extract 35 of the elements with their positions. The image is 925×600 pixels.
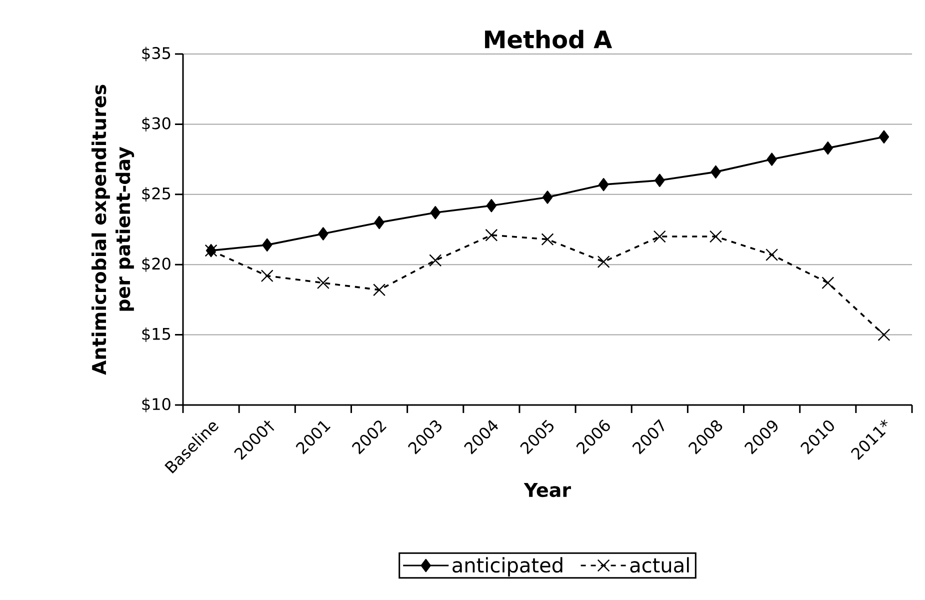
y-tick-label: $30 — [142, 116, 170, 132]
point — [709, 230, 722, 243]
point — [822, 276, 834, 290]
point — [653, 230, 666, 243]
point — [541, 233, 554, 246]
point — [822, 141, 833, 155]
point — [654, 174, 665, 187]
chart-title: Method A — [485, 30, 612, 48]
point — [373, 284, 386, 296]
y-tick-label: $15 — [142, 328, 170, 342]
point — [598, 178, 609, 192]
point — [429, 254, 442, 267]
point — [878, 328, 890, 342]
point — [430, 206, 440, 220]
point — [485, 228, 498, 242]
point — [597, 256, 610, 268]
point — [710, 165, 721, 179]
point — [318, 227, 328, 240]
y-tick-label: $20 — [142, 257, 170, 272]
y-tick-label: $25 — [142, 187, 170, 202]
x-axis-title: Year — [524, 482, 572, 498]
point — [262, 238, 272, 252]
point — [766, 248, 778, 262]
legend-label: anticipated — [452, 557, 562, 577]
point — [486, 199, 497, 212]
legend-label: actual — [630, 557, 689, 573]
y-axis-title: Antimicrobial expenditures per patient-day — [92, 84, 134, 375]
point — [542, 190, 553, 204]
y-tick-label: $35 — [142, 46, 170, 62]
point — [878, 130, 890, 144]
point — [260, 270, 274, 282]
y-tick-label: $10 — [142, 398, 170, 412]
point — [316, 276, 330, 290]
point — [766, 152, 777, 166]
point — [374, 216, 384, 230]
